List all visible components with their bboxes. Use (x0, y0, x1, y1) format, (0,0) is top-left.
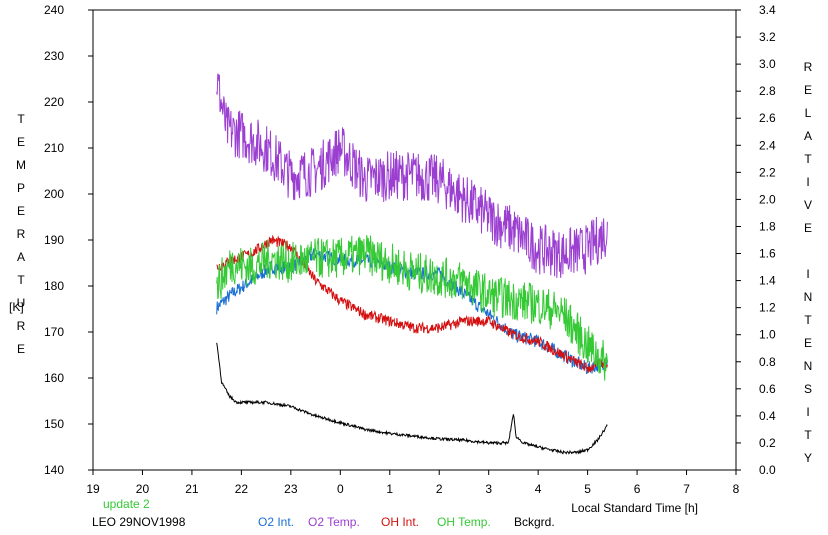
y-left-tick-label: 160 (44, 371, 64, 385)
y-label-char: Y (803, 451, 812, 465)
x-axis-label: Local Standard Time [h] (571, 501, 698, 515)
y-label-char: N (803, 359, 813, 373)
y-left-tick-label: 200 (44, 187, 64, 201)
y-axis-left-unit: [K] (9, 300, 24, 314)
x-tick-label: 6 (634, 482, 641, 496)
y-left-tick-label: 150 (44, 417, 64, 431)
x-tick-label: 22 (235, 482, 249, 496)
y-label-char: T (17, 112, 25, 126)
y-label-char: I (806, 267, 810, 281)
y-right-tick-label: 0.0 (759, 463, 776, 477)
y-right-tick-label: 1.4 (759, 274, 776, 288)
y-label-char: N (803, 290, 813, 304)
y-label-char: R (803, 60, 813, 74)
y-right-tick-label: 0.8 (759, 355, 776, 369)
x-tick-label: 7 (683, 482, 690, 496)
y-left-tick-label: 170 (44, 325, 64, 339)
update-label: update 2 (103, 497, 150, 511)
y-label-char: A (16, 250, 25, 264)
series-group (216, 73, 608, 455)
x-tick-label: 21 (185, 482, 199, 496)
series-line-o2-temp (216, 73, 608, 278)
y-left-tick-label: 180 (44, 279, 64, 293)
legend-entry: O2 Int. (258, 515, 295, 529)
y-label-char: L (804, 106, 812, 120)
y-label-char: R (16, 227, 26, 241)
axes: 19 20 21 22 23 0 1 2 3 4 5 6 7 8140150160170180190200… (44, 3, 776, 515)
x-tick-label: 23 (284, 482, 298, 496)
y-label-char: I (806, 175, 810, 189)
y-right-tick-label: 1.6 (759, 247, 776, 261)
y-right-tick-label: 2.4 (759, 138, 776, 152)
x-tick-label: 19 (86, 482, 100, 496)
series-line-bckgrd (216, 342, 608, 455)
y-right-tick-label: 3.2 (759, 30, 776, 44)
y-right-tick-label: 0.2 (759, 436, 776, 450)
x-tick-label: 1 (386, 482, 393, 496)
y-label-char: E (16, 342, 25, 356)
legend-entry: O2 Temp. (308, 515, 360, 529)
y-right-tick-label: 0.4 (759, 409, 776, 423)
y-right-tick-label: 1.2 (759, 301, 776, 315)
y-label-char (801, 240, 815, 263)
series-line-oh-temp (216, 235, 608, 381)
x-tick-label: 20 (136, 482, 150, 496)
y-left-tick-label: 220 (44, 95, 64, 109)
y-label-char: T (804, 428, 812, 442)
y-right-tick-label: 2.0 (759, 192, 776, 206)
y-left-tick-label: 210 (44, 141, 64, 155)
y-label-char: T (804, 313, 812, 327)
y-left-tick-label: 190 (44, 233, 64, 247)
station-label: LEO 29NOV1998 (92, 515, 186, 529)
y-right-tick-label: 1.8 (759, 219, 776, 233)
y-label-char: U (16, 296, 26, 310)
y-right-tick-label: 0.6 (759, 382, 776, 396)
y-label-char: S (803, 382, 812, 396)
legend-entry: Bckgrd. (514, 515, 555, 529)
x-tick-label: 3 (485, 482, 492, 496)
x-tick-label: 0 (337, 482, 344, 496)
y-label-char: I (806, 405, 810, 419)
y-label-char: E (803, 221, 812, 235)
y-label-char: A (803, 129, 812, 143)
plot-frame (92, 9, 737, 471)
legend-entry: OH Temp. (437, 515, 491, 529)
y-label-char: E (803, 83, 812, 97)
y-label-char: T (17, 273, 25, 287)
x-tick-label: 2 (436, 482, 443, 496)
y-right-tick-label: 1.0 (759, 328, 776, 342)
y-label-char: M (16, 158, 26, 172)
y-right-tick-label: 2.8 (759, 84, 776, 98)
y-left-tick-label: 240 (44, 3, 64, 17)
y-right-tick-label: 2.2 (759, 165, 776, 179)
x-tick-label: 4 (535, 482, 542, 496)
y-label-char: E (16, 135, 25, 149)
legend-entry: OH Int. (381, 515, 420, 529)
y-label-char: V (803, 198, 812, 212)
y-label-char: P (16, 181, 25, 195)
y-label-char: E (803, 336, 812, 350)
x-tick-label: 8 (733, 482, 740, 496)
x-tick-label: 5 (584, 482, 591, 496)
y-label-char: T (804, 152, 812, 166)
y-right-tick-label: 2.6 (759, 111, 776, 125)
y-label-char: R (16, 319, 26, 333)
y-right-tick-label: 3.0 (759, 57, 776, 71)
y-label-char: E (16, 204, 25, 218)
y-left-tick-label: 140 (44, 463, 64, 477)
y-right-tick-label: 3.4 (759, 3, 776, 17)
y-left-tick-label: 230 (44, 49, 64, 63)
